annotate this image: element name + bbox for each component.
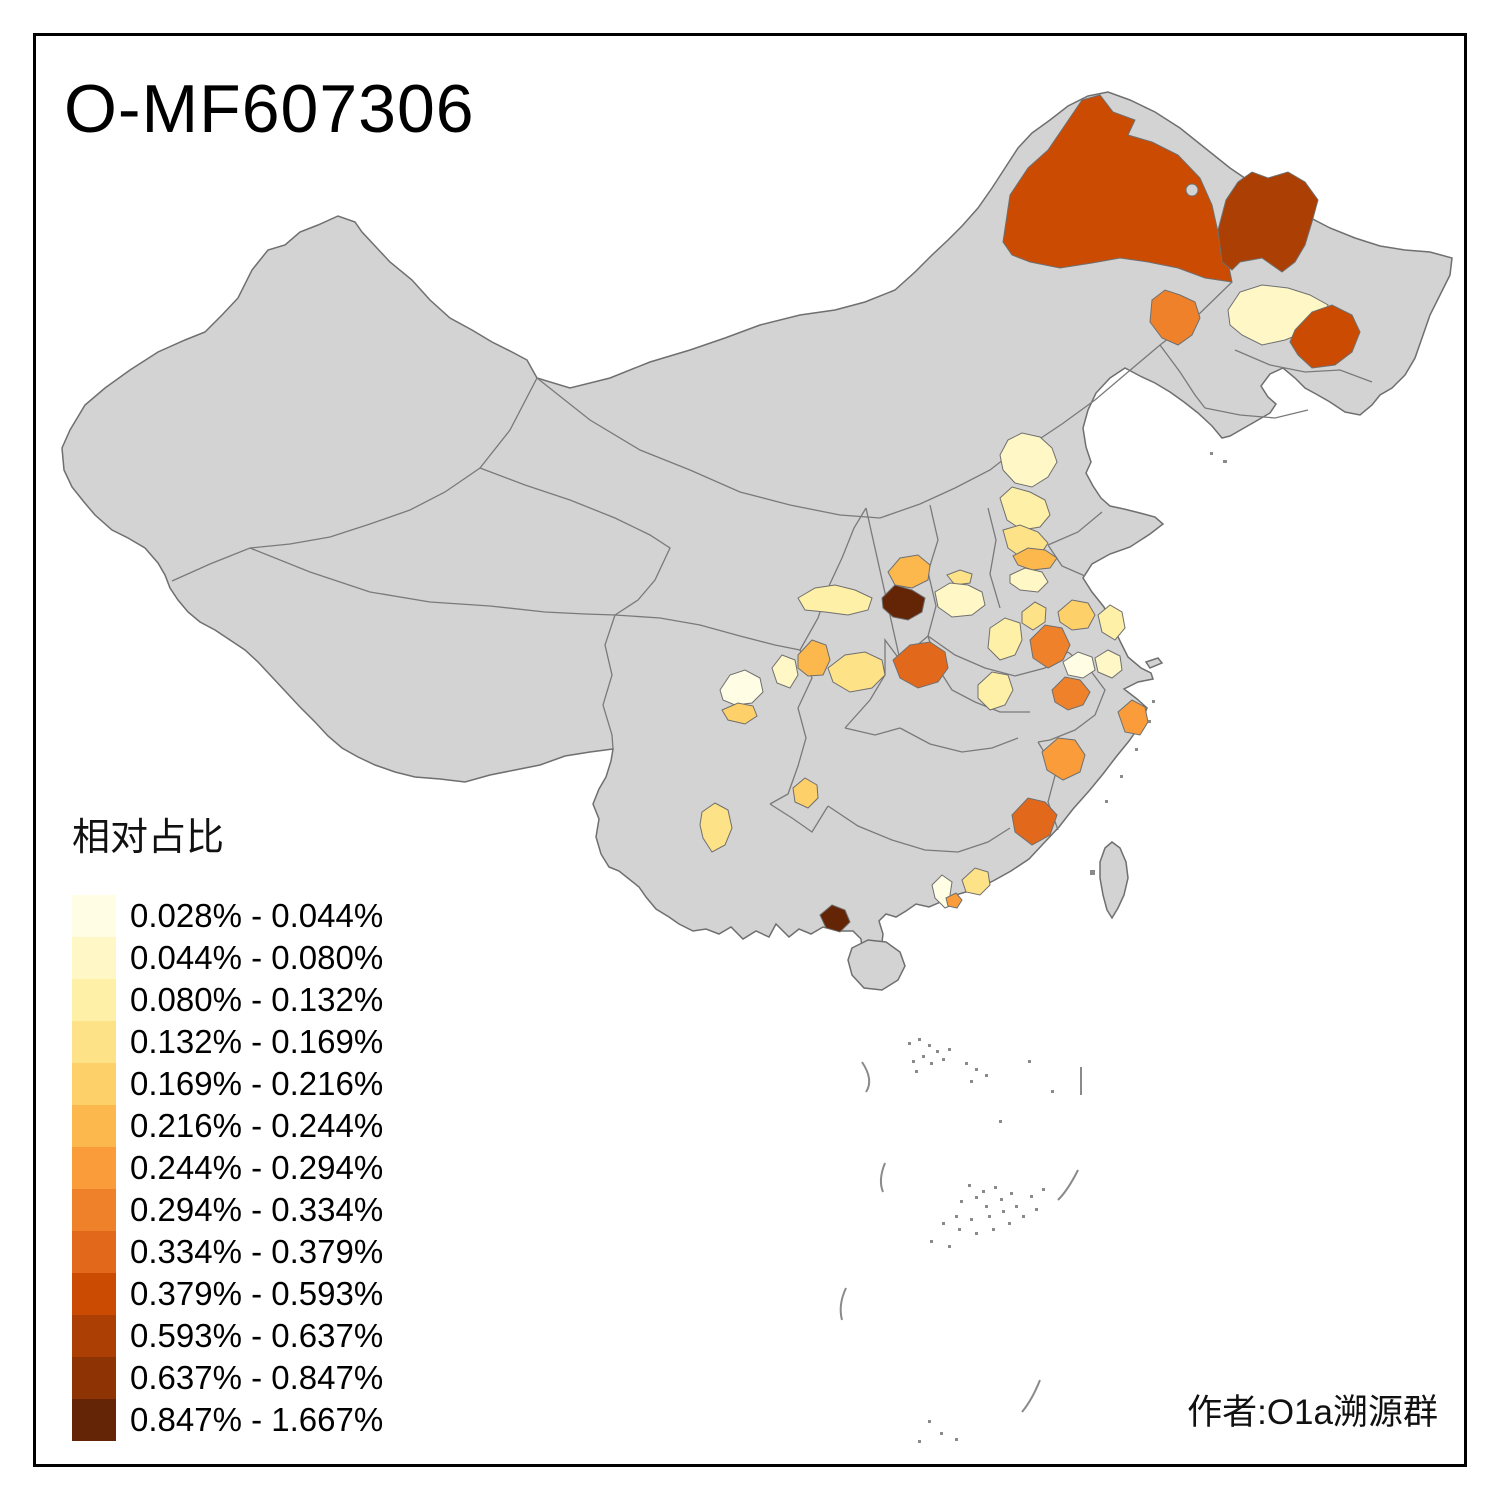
map-region [1149,289,1201,346]
legend-swatch [72,1021,116,1063]
legend-swatch [72,1231,116,1273]
legend-label: 0.334% - 0.379% [130,1233,384,1270]
map-region [961,867,991,896]
legend-item: 0.637% - 0.847% [72,1357,383,1399]
legend-label: 0.379% - 0.593% [130,1275,384,1312]
map-region [819,904,851,933]
legend-item: 0.216% - 0.244% [72,1105,383,1147]
legend-label: 0.132% - 0.169% [130,1023,384,1060]
legend-label: 0.593% - 0.637% [130,1317,384,1354]
map-region [977,671,1014,711]
legend-title: 相对占比 [72,817,225,859]
legend-item: 0.244% - 0.294% [72,1147,383,1189]
map-region [1097,604,1126,641]
choropleth-regions [699,94,1361,933]
hainan-island [847,939,906,991]
chongming-island [1144,657,1164,669]
province-borders [171,281,1373,853]
islands [847,657,1164,991]
legend-item: 0.379% - 0.593% [72,1273,383,1315]
legend-item: 0.132% - 0.169% [72,1021,383,1063]
legend-item: 0.847% - 1.667% [72,1399,383,1441]
china-mainland [61,91,1453,973]
legend-item: 0.080% - 0.132% [72,979,383,1021]
map-region [1002,94,1233,283]
map-region [699,802,733,853]
map-region [987,617,1023,661]
taiwan-island [1099,841,1129,920]
map-region [1041,737,1086,781]
legend-label: 0.216% - 0.244% [130,1107,384,1144]
map-region [1021,601,1047,631]
legend-swatch [72,1147,116,1189]
map-region [999,486,1051,531]
map-region [721,702,758,725]
legend-swatch [72,1273,116,1315]
map-region [1094,649,1123,679]
map-region [1011,797,1058,846]
legend-swatch [72,1189,116,1231]
map-region [999,432,1058,488]
legend-swatch [72,1357,116,1399]
legend-item: 0.028% - 0.044% [72,895,383,937]
legend-item: 0.044% - 0.080% [72,937,383,979]
attribution-text: 作者:O1a溯源群 [1187,1393,1438,1432]
legend-label: 0.169% - 0.216% [130,1065,384,1102]
map-region [1057,599,1096,631]
plot-frame [33,33,1467,1467]
legend-item: 0.169% - 0.216% [72,1063,383,1105]
legend: 相对占比 0.028% - 0.044% 0.044% - 0.080% 0.0… [72,806,383,1441]
grey-enclave [1185,183,1199,197]
legend-label: 0.847% - 1.667% [130,1401,384,1438]
legend-item: 0.593% - 0.637% [72,1315,383,1357]
map-region [1062,651,1096,679]
map-region [1009,567,1049,593]
map-region [1051,676,1091,711]
page-title: O-MF607306 [64,71,475,147]
map-region [797,584,873,616]
legend-label: 0.080% - 0.132% [130,981,384,1018]
legend-label: 0.044% - 0.080% [130,939,384,976]
map-region [1289,304,1361,369]
map-region [771,654,799,689]
map-region [934,582,986,618]
legend-label: 0.637% - 0.847% [130,1359,384,1396]
map-region [827,651,886,693]
map-region [881,584,926,621]
legend-swatch [72,979,116,1021]
map-region [945,892,963,909]
legend-swatch [72,1399,116,1441]
legend-swatch [72,1063,116,1105]
legend-swatch [72,937,116,979]
map-region [719,669,764,706]
map-region [892,641,949,689]
map-region [797,639,831,677]
sea-islets [839,452,1227,1443]
legend-label: 0.294% - 0.334% [130,1191,384,1228]
legend-swatch [72,1105,116,1147]
legend-swatch [72,895,116,937]
legend-label: 0.028% - 0.044% [130,897,384,934]
map-region [1217,171,1319,273]
legend-label: 0.244% - 0.294% [130,1149,384,1186]
map-region [1012,547,1058,571]
map-region [792,777,819,809]
legend-rows: 0.028% - 0.044% 0.044% - 0.080% 0.080% -… [72,895,383,1441]
legend-item: 0.334% - 0.379% [72,1231,383,1273]
legend-item: 0.294% - 0.334% [72,1189,383,1231]
map-region [1029,624,1071,669]
legend-swatch [72,1315,116,1357]
